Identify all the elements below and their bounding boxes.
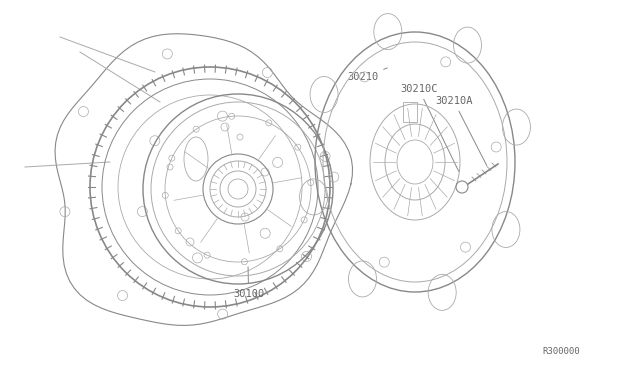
Bar [403, 102, 417, 122]
Text: 30210A: 30210A [435, 96, 487, 166]
Text: 30210: 30210 [347, 68, 387, 82]
Text: 30100: 30100 [233, 267, 264, 299]
Text: R300000: R300000 [542, 347, 580, 356]
Text: 30210C: 30210C [400, 84, 459, 171]
